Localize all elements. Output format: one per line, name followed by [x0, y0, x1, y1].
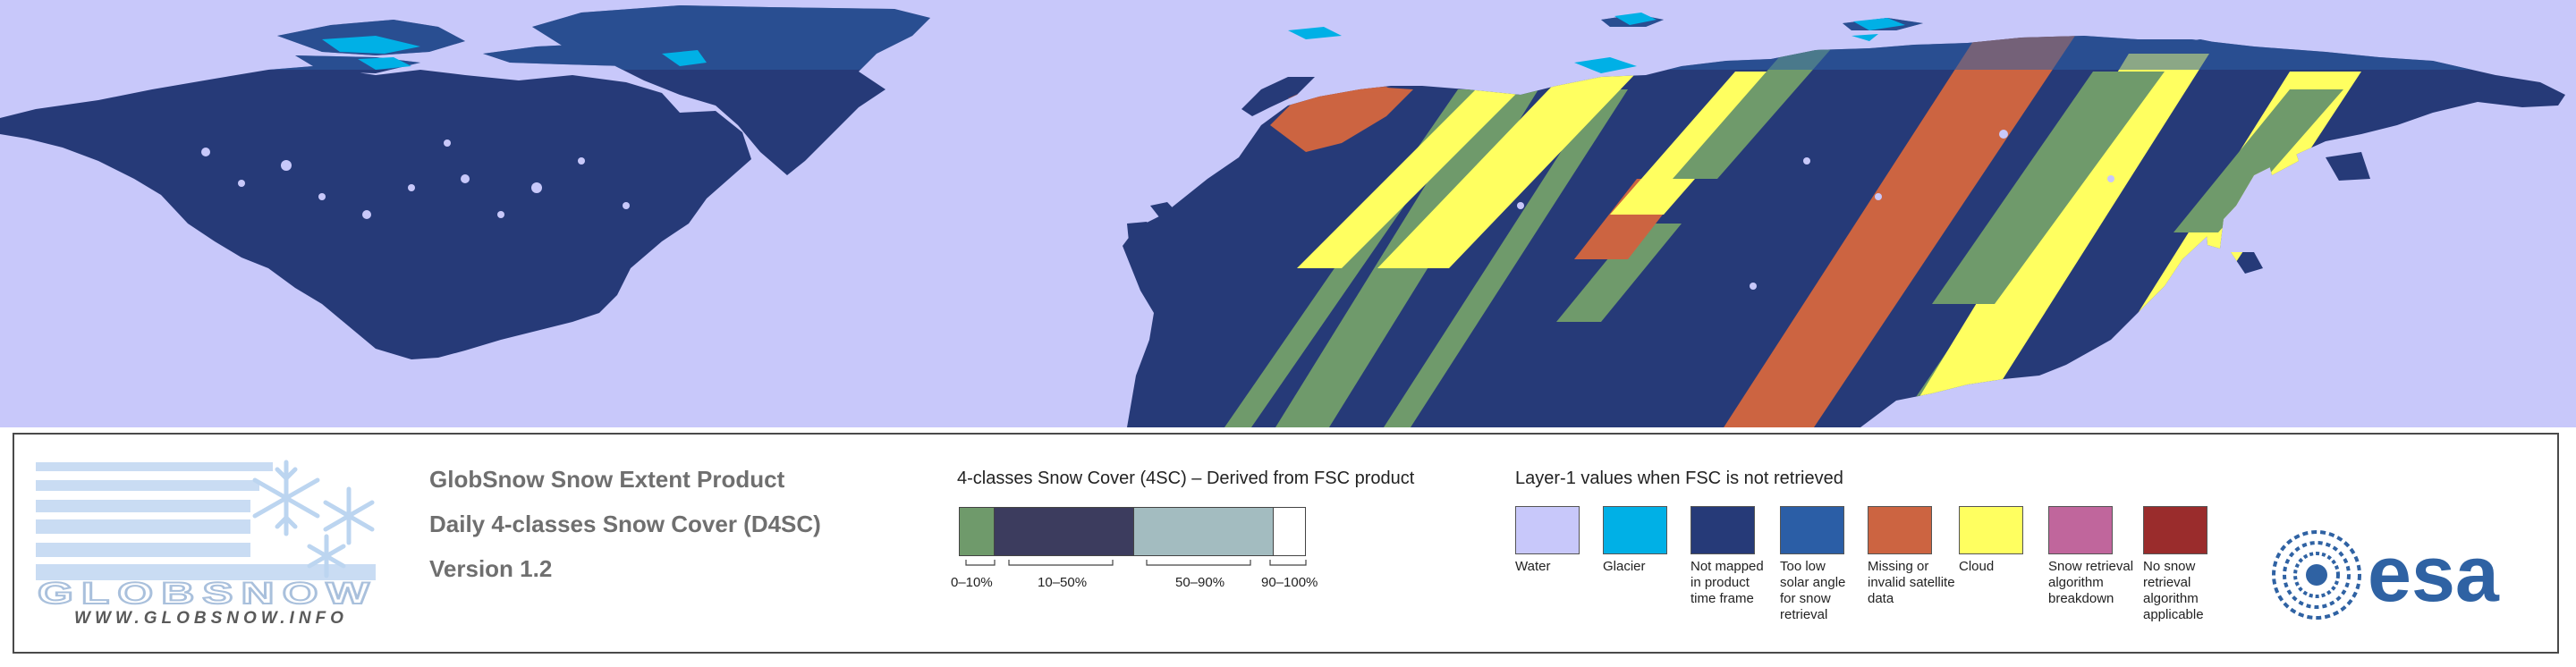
- missing-data-label: Missing or invalid satellite data: [1868, 559, 1955, 606]
- cloud-swatch: [1959, 506, 2023, 554]
- legend-item-cloud: Cloud: [1959, 506, 2048, 575]
- snow-cover-class-labels: 0–10% 10–50% 50–90% 90–100%: [951, 560, 1318, 590]
- snow-class-50-90-swatch: [1133, 508, 1273, 555]
- snow-class-50-90-label: 50–90%: [1175, 575, 1224, 590]
- low-solar-angle-label: Too low solar angle for snow retrieval: [1780, 559, 1846, 622]
- snow-class-90-100-label: 90–100%: [1261, 575, 1318, 590]
- missing-data-swatch: [1868, 506, 1932, 554]
- product-title: GlobSnow Snow Extent Product: [429, 466, 785, 493]
- legend-item-no-algorithm: No snow retrieval algorithm applicable: [2143, 506, 2218, 623]
- globsnow-wordmark: GLOBSNOW: [38, 577, 377, 611]
- glacier-label: Glacier: [1603, 559, 1646, 574]
- snow-cover-colorbar: [959, 507, 1306, 556]
- snow-class-10-50-swatch: [994, 508, 1133, 555]
- algorithm-breakdown-swatch: [2048, 506, 2113, 554]
- glacier-swatch: [1603, 506, 1667, 554]
- esa-logo: esa: [2272, 529, 2500, 620]
- globsnow-logo: GLOBSNOW: [36, 460, 377, 612]
- snow-class-0-10-label: 0–10%: [951, 575, 993, 590]
- snow-extent-map: [0, 0, 2576, 427]
- product-version: Version 1.2: [429, 555, 553, 582]
- water-label: Water: [1515, 559, 1551, 574]
- product-subtitle: Daily 4-classes Snow Cover (D4SC): [429, 511, 821, 537]
- snow-cover-legend-title: 4-classes Snow Cover (4SC) – Derived fro…: [957, 469, 1415, 488]
- snow-class-10-50-label: 10–50%: [1038, 575, 1087, 590]
- legend-item-algorithm-breakdown: Snow retrieval algorithm breakdown: [2048, 506, 2138, 607]
- globsnow-url: WWW.GLOBSNOW.INFO: [74, 609, 348, 628]
- legend-item-missing-data: Missing or invalid satellite data: [1868, 506, 1957, 607]
- no-algorithm-swatch: [2143, 506, 2207, 554]
- no-algorithm-label: No snow retrieval algorithm applicable: [2143, 559, 2204, 622]
- low-solar-angle-swatch: [1780, 506, 1844, 554]
- legend-item-water: Water: [1515, 506, 1605, 575]
- snow-class-90-100-swatch: [1273, 508, 1305, 555]
- legend-item-glacier: Glacier: [1603, 506, 1692, 575]
- algorithm-breakdown-label: Snow retrieval algorithm breakdown: [2048, 559, 2134, 606]
- not-mapped-swatch: [1690, 506, 1755, 554]
- cloud-label: Cloud: [1959, 559, 1995, 574]
- snow-class-0-10-swatch: [960, 508, 994, 555]
- legend-item-low-solar-angle: Too low solar angle for snow retrieval: [1780, 506, 1855, 623]
- product-info: GlobSnow Snow Extent Product Daily 4-cla…: [429, 466, 821, 600]
- water-swatch: [1515, 506, 1580, 554]
- not-mapped-label: Not mapped in product time frame: [1690, 559, 1764, 606]
- layer1-legend-title: Layer-1 values when FSC is not retrieved: [1515, 469, 1843, 488]
- esa-wordmark: esa: [2368, 529, 2500, 618]
- legend-item-not-mapped: Not mapped in product time frame: [1690, 506, 1767, 607]
